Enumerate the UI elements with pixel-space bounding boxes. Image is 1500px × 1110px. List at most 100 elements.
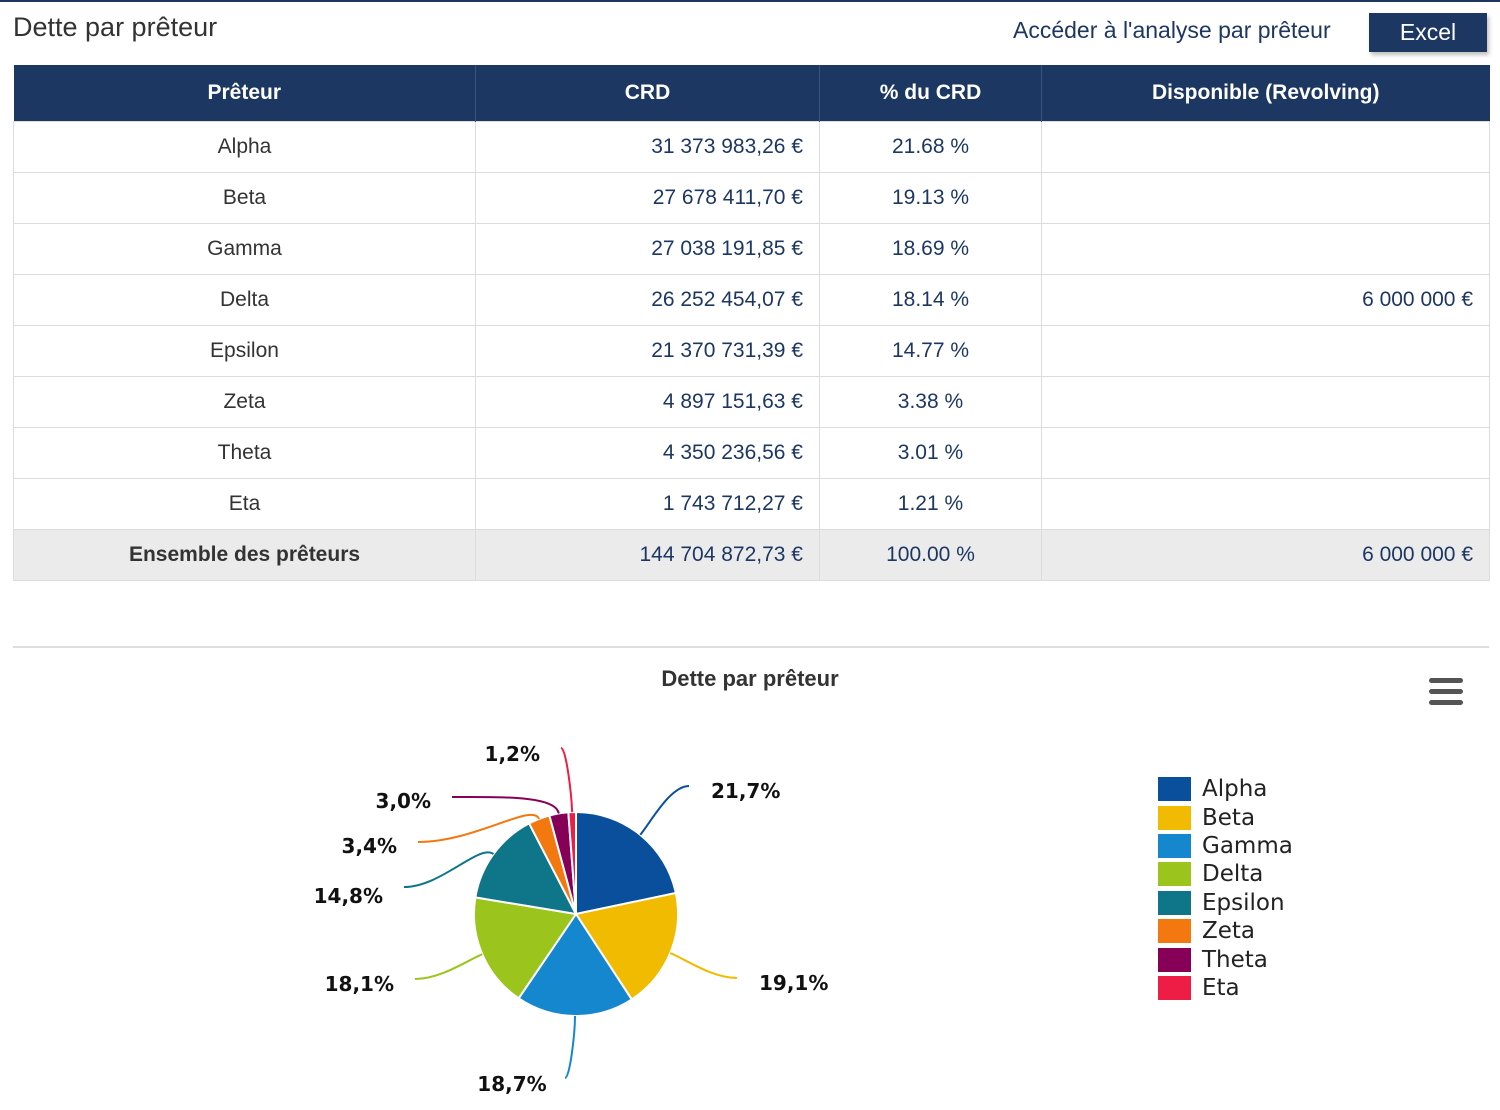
legend-label: Eta <box>1202 974 1240 1001</box>
chart-menu-icon[interactable] <box>1426 676 1466 708</box>
available-revolving: 6 000 000 € <box>1041 274 1490 326</box>
crd-percent: 14.77 % <box>819 325 1042 377</box>
data-label-zeta: 3,4% <box>342 834 397 858</box>
legend-swatch <box>1158 975 1191 1000</box>
crd-amount: 4 350 236,56 € <box>475 427 820 479</box>
lender-name: Theta <box>13 427 476 479</box>
legend-label: Theta <box>1202 946 1268 973</box>
column-header-crd-percent[interactable]: % du CRD <box>819 65 1042 122</box>
table-row: Zeta 4 897 151,63 € 3.38 % <box>13 376 1490 428</box>
legend-swatch <box>1158 919 1191 944</box>
available-revolving <box>1041 325 1490 377</box>
lender-analysis-link[interactable]: Accéder à l'analyse par prêteur <box>1013 17 1331 43</box>
lender-name: Gamma <box>13 223 476 275</box>
table-row: Beta 27 678 411,70 € 19.13 % <box>13 172 1490 224</box>
crd-percent: 18.14 % <box>819 274 1042 326</box>
legend-swatch <box>1158 862 1191 887</box>
crd-amount: 21 370 731,39 € <box>475 325 820 377</box>
excel-export-button[interactable]: Excel <box>1369 13 1487 52</box>
legend-swatch <box>1158 947 1191 972</box>
legend-label: Epsilon <box>1202 889 1285 916</box>
total-crd-amount: 144 704 872,73 € <box>475 529 820 581</box>
pie-slice-gamma[interactable] <box>517 912 634 1017</box>
legend-item-gamma[interactable]: Gamma <box>1158 832 1293 860</box>
data-label-alpha: 21,7% <box>711 779 780 803</box>
lender-name: Epsilon <box>13 325 476 377</box>
connector-epsilon <box>403 851 495 888</box>
data-label-eta: 1,2% <box>485 742 540 766</box>
column-header-lender[interactable]: Prêteur <box>13 65 476 122</box>
lender-name: Beta <box>13 172 476 224</box>
available-revolving <box>1041 121 1490 173</box>
crd-percent: 3.38 % <box>819 376 1042 428</box>
legend-item-epsilon[interactable]: Epsilon <box>1158 889 1293 917</box>
total-available-revolving: 6 000 000 € <box>1041 529 1490 581</box>
legend-item-delta[interactable]: Delta <box>1158 860 1293 888</box>
available-revolving <box>1041 172 1490 224</box>
page-title: Dette par prêteur <box>13 12 218 42</box>
available-revolving <box>1041 427 1490 479</box>
connector-eta <box>560 747 574 813</box>
legend-item-theta[interactable]: Theta <box>1158 945 1293 973</box>
table-row: Alpha 31 373 983,26 € 21.68 % <box>13 121 1490 173</box>
legend-swatch <box>1158 777 1191 802</box>
section-divider <box>13 646 1489 648</box>
crd-amount: 26 252 454,07 € <box>475 274 820 326</box>
legend-label: Delta <box>1202 861 1264 888</box>
top-border <box>0 0 1500 2</box>
available-revolving <box>1041 223 1490 275</box>
crd-amount: 31 373 983,26 € <box>475 121 820 173</box>
table-total-row: Ensemble des prêteurs 144 704 872,73 € 1… <box>13 529 1490 581</box>
crd-amount: 27 678 411,70 € <box>475 172 820 224</box>
connector-beta <box>669 952 738 979</box>
connector-gamma <box>564 1015 577 1079</box>
crd-percent: 19.13 % <box>819 172 1042 224</box>
total-label: Ensemble des prêteurs <box>13 529 476 581</box>
lender-name: Zeta <box>13 376 476 428</box>
pie-slice-beta[interactable] <box>574 891 679 1001</box>
legend-label: Gamma <box>1202 832 1293 859</box>
available-revolving <box>1041 478 1490 530</box>
table-row: Eta 1 743 712,27 € 1.21 % <box>13 478 1490 530</box>
connector-delta <box>414 953 483 980</box>
crd-percent: 1.21 % <box>819 478 1042 530</box>
crd-amount: 1 743 712,27 € <box>475 478 820 530</box>
crd-percent: 18.69 % <box>819 223 1042 275</box>
crd-percent: 21.68 % <box>819 121 1042 173</box>
data-label-epsilon: 14,8% <box>314 884 383 908</box>
data-label-theta: 3,0% <box>376 789 431 813</box>
table-row: Theta 4 350 236,56 € 3.01 % <box>13 427 1490 479</box>
column-header-crd[interactable]: CRD <box>475 65 820 122</box>
lender-name: Alpha <box>13 121 476 173</box>
connector-theta <box>451 795 560 814</box>
table-row: Gamma 27 038 191,85 € 18.69 % <box>13 223 1490 275</box>
legend-swatch <box>1158 805 1191 830</box>
connector-zeta <box>417 813 540 843</box>
legend-item-zeta[interactable]: Zeta <box>1158 917 1293 945</box>
pie-slice-alpha[interactable] <box>575 810 678 916</box>
legend-swatch <box>1158 890 1191 915</box>
pie-chart: 21,7% 19,1% 18,7% 18,1% 14,8% 3,4% 3,0% 1,2% <box>314 742 829 1096</box>
lender-name: Eta <box>13 478 476 530</box>
legend-swatch <box>1158 833 1191 858</box>
table-row: Epsilon 21 370 731,39 € 14.77 % <box>13 325 1490 377</box>
legend-label: Alpha <box>1202 776 1268 803</box>
legend-item-beta[interactable]: Beta <box>1158 803 1293 831</box>
pie-slice-eta[interactable] <box>567 810 577 915</box>
crd-percent: 3.01 % <box>819 427 1042 479</box>
chart-title: Dette par prêteur <box>661 666 839 691</box>
data-label-delta: 18,1% <box>325 972 394 996</box>
column-header-available-revolving[interactable]: Disponible (Revolving) <box>1041 65 1490 122</box>
data-label-beta: 19,1% <box>759 971 828 995</box>
connector-alpha <box>639 785 690 836</box>
legend-label: Zeta <box>1202 918 1256 945</box>
legend-item-eta[interactable]: Eta <box>1158 974 1293 1002</box>
crd-amount: 4 897 151,63 € <box>475 376 820 428</box>
legend-item-alpha[interactable]: Alpha <box>1158 775 1293 803</box>
crd-amount: 27 038 191,85 € <box>475 223 820 275</box>
lender-name: Delta <box>13 274 476 326</box>
data-label-gamma: 18,7% <box>477 1072 546 1096</box>
table-row: Delta 26 252 454,07 € 18.14 % 6 000 000 … <box>13 274 1490 326</box>
total-crd-percent: 100.00 % <box>819 529 1042 581</box>
table-header-row: Prêteur CRD % du CRD Disponible (Revolvi… <box>13 65 1490 122</box>
